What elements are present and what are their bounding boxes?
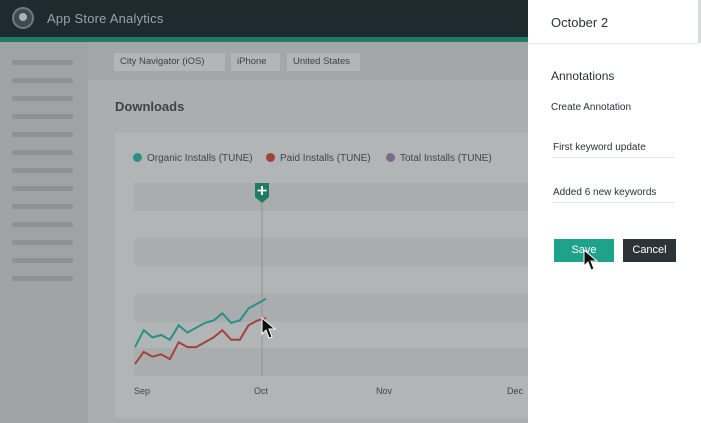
legend-dot bbox=[266, 153, 275, 162]
sidebar-item[interactable] bbox=[12, 150, 73, 155]
chart-card bbox=[115, 133, 528, 418]
app-title: App Store Analytics bbox=[47, 11, 164, 26]
panel-date: October 2 bbox=[551, 15, 609, 30]
device-filter[interactable]: iPhone bbox=[231, 53, 280, 71]
legend-dot bbox=[386, 153, 395, 162]
sidebar-item[interactable] bbox=[12, 276, 73, 281]
country-filter[interactable]: United States bbox=[287, 53, 360, 71]
sidebar-item[interactable] bbox=[12, 96, 73, 101]
legend-label: Organic Installs (TUNE) bbox=[147, 153, 253, 164]
sidebar-item[interactable] bbox=[12, 204, 73, 209]
sidebar-item[interactable] bbox=[12, 60, 73, 65]
sidebar-item[interactable] bbox=[12, 114, 73, 119]
annotation-title-field[interactable]: First keyword update bbox=[553, 141, 675, 158]
app-logo-icon[interactable] bbox=[12, 7, 34, 29]
sidebar-item[interactable] bbox=[12, 240, 73, 245]
legend-label: Paid Installs (TUNE) bbox=[280, 153, 371, 164]
sidebar-item[interactable] bbox=[12, 186, 73, 191]
sidebar-item[interactable] bbox=[12, 132, 73, 137]
create-annotation-label: Create Annotation bbox=[551, 102, 632, 113]
top-bar-accent bbox=[0, 37, 701, 42]
app-filter[interactable]: City Navigator (iOS) bbox=[114, 53, 225, 71]
panel-header bbox=[528, 0, 698, 44]
save-button[interactable]: Save bbox=[554, 239, 614, 262]
sidebar-item[interactable] bbox=[12, 258, 73, 263]
legend-dot bbox=[133, 153, 142, 162]
annotation-description-field[interactable]: Added 6 new keywords bbox=[553, 186, 675, 203]
sidebar-item[interactable] bbox=[12, 168, 73, 173]
panel-scrollbar[interactable] bbox=[698, 0, 701, 43]
annotation-panel bbox=[528, 0, 701, 423]
legend-label: Total Installs (TUNE) bbox=[400, 153, 492, 164]
sidebar-item[interactable] bbox=[12, 222, 73, 227]
sidebar-item[interactable] bbox=[12, 78, 73, 83]
legend-paid[interactable]: Paid Installs (TUNE) bbox=[266, 153, 371, 164]
sidebar bbox=[0, 42, 88, 423]
legend-total[interactable]: Total Installs (TUNE) bbox=[386, 153, 492, 164]
legend-organic[interactable]: Organic Installs (TUNE) bbox=[133, 153, 253, 164]
section-title: Downloads bbox=[115, 99, 185, 114]
cancel-button[interactable]: Cancel bbox=[623, 239, 676, 262]
annotations-heading: Annotations bbox=[551, 69, 615, 83]
